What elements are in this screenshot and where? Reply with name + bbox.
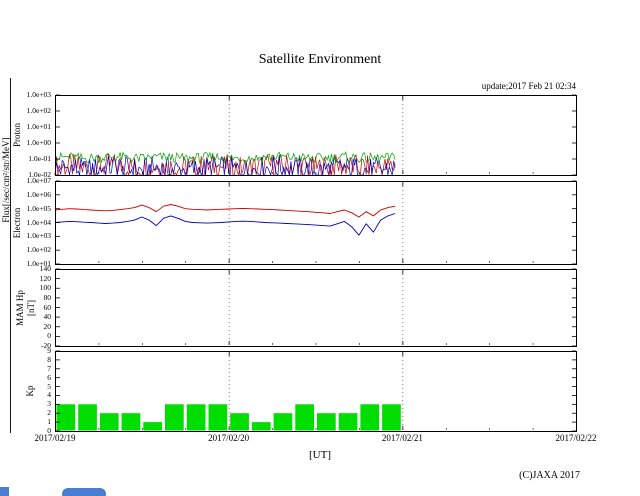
horizontal-scrollbar-thumb[interactable]: [62, 488, 106, 496]
y-tick-label-kp: 8: [47, 354, 51, 364]
x-axis-unit-label: [UT]: [309, 449, 331, 461]
chart-title: Satellite Environment: [258, 52, 382, 67]
y-tick-label-electron: 1.0e+03: [26, 231, 51, 241]
left-edge-line: [10, 78, 11, 433]
y-tick-label-proton: 1.0e-02: [28, 170, 51, 179]
y-tick-label-hp: 60: [43, 302, 52, 312]
y-tick-label-proton: 1.0e+00: [26, 138, 51, 147]
y-tick-label-kp: 3: [47, 399, 51, 409]
y-tick-label-kp: 2: [47, 408, 51, 418]
y-tick-label-electron: 1.0e+01: [26, 259, 51, 268]
y-tick-label-hp: 20: [43, 321, 52, 331]
y-tick-label-proton: 1.0e-01: [28, 154, 51, 163]
x-tick-label: 2017/02/21: [381, 433, 423, 443]
y-tick-label-proton: 1.0e+02: [26, 106, 51, 115]
y-tick-label-kp: 0: [47, 426, 51, 435]
y-tick-label-kp: 6: [47, 372, 51, 382]
y-tick-label-electron: 1.0e+07: [26, 176, 51, 185]
y-tick-label-hp: 120: [39, 273, 51, 283]
copyright-text: (C)JAXA 2017: [519, 470, 580, 481]
y-tick-label-electron: 1.0e+02: [26, 245, 51, 255]
y-tick-label-proton: 1.0e+03: [26, 90, 51, 99]
y-tick-label-kp: 5: [47, 381, 51, 391]
y-tick-label-electron: 1.0e+04: [26, 217, 51, 227]
scrollbar-corner: [0, 487, 9, 496]
y-tick-label-proton: 1.0e+01: [26, 122, 51, 131]
y-tick-label-electron: 1.0e+06: [26, 189, 51, 199]
y-tick-label-hp: -20: [41, 341, 51, 350]
y-tick-label-hp: 100: [39, 283, 51, 293]
x-tick-label: 2017/02/20: [208, 433, 250, 443]
x-tick-label: 2017/02/19: [34, 433, 76, 443]
y-tick-label-kp: 1: [47, 417, 51, 427]
y-tick-label-electron: 1.0e+05: [26, 203, 51, 213]
y-tick-label-hp: 80: [43, 292, 52, 302]
y-tick-label-kp: 7: [47, 363, 51, 373]
x-tick-label: 2017/02/22: [555, 433, 597, 443]
y-tick-label-hp: 0: [47, 331, 51, 341]
y-tick-label-hp: 40: [43, 312, 52, 322]
update-timestamp: update;2017 Feb 21 02:34: [481, 81, 576, 91]
y-tick-label-kp: 4: [47, 390, 51, 400]
y-tick-label-kp: 9: [47, 346, 51, 355]
y-tick-label-hp: 140: [39, 264, 51, 273]
